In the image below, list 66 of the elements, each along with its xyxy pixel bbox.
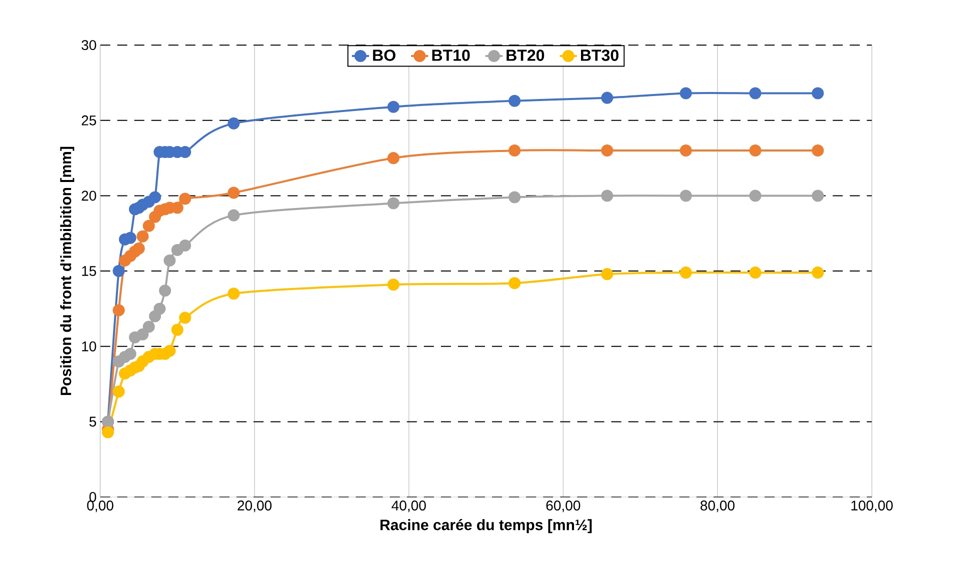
point bbox=[601, 92, 614, 104]
point bbox=[387, 100, 400, 113]
point bbox=[142, 220, 155, 232]
point bbox=[179, 312, 192, 324]
point bbox=[680, 87, 692, 100]
x-axis-title: Racine carée du temps [mn½] bbox=[380, 518, 592, 534]
y-tick-label: 0 bbox=[89, 492, 96, 502]
point bbox=[812, 190, 824, 202]
x-tick-label: 60,00 bbox=[546, 500, 580, 512]
x-tick-label: 100,00 bbox=[851, 500, 893, 512]
point bbox=[387, 197, 400, 210]
point bbox=[749, 144, 762, 156]
point bbox=[112, 304, 125, 316]
point bbox=[812, 87, 824, 100]
point bbox=[159, 284, 172, 297]
point bbox=[136, 230, 149, 242]
legend-label: BT30 bbox=[580, 50, 618, 61]
point bbox=[812, 144, 824, 156]
point bbox=[680, 266, 692, 278]
y-tick-label: 10 bbox=[82, 341, 96, 352]
y-tick-label: 20 bbox=[82, 190, 96, 201]
point bbox=[112, 385, 125, 398]
point bbox=[228, 209, 240, 222]
legend-label: BT10 bbox=[432, 50, 470, 61]
point bbox=[124, 348, 136, 360]
point bbox=[154, 302, 166, 315]
point bbox=[387, 278, 400, 291]
y-tick-label: 15 bbox=[82, 266, 96, 276]
point bbox=[749, 87, 762, 100]
point bbox=[228, 117, 240, 130]
point bbox=[171, 324, 184, 336]
point bbox=[508, 191, 521, 204]
point bbox=[749, 190, 762, 202]
point bbox=[680, 144, 692, 156]
point bbox=[164, 344, 176, 357]
point bbox=[136, 328, 149, 340]
point bbox=[179, 192, 192, 205]
x-tick-label: 0,00 bbox=[87, 500, 114, 512]
point bbox=[148, 191, 162, 204]
point bbox=[142, 320, 155, 333]
point bbox=[102, 426, 114, 438]
point bbox=[812, 266, 824, 278]
point bbox=[508, 94, 521, 107]
point bbox=[387, 152, 400, 164]
y-axis-title: Position du front d'imbibition [mm] bbox=[60, 146, 74, 395]
x-tick-label: 40,00 bbox=[392, 500, 426, 512]
point bbox=[601, 144, 614, 156]
y-tick-label: 30 bbox=[82, 40, 96, 50]
x-tick-label: 80,00 bbox=[700, 500, 735, 512]
y-tick-label: 5 bbox=[89, 416, 96, 427]
point bbox=[132, 242, 145, 254]
legend-label: BT20 bbox=[506, 50, 544, 61]
x-tick-label: 20,00 bbox=[238, 500, 272, 512]
point bbox=[601, 268, 614, 280]
point bbox=[508, 144, 521, 156]
y-tick-label: 25 bbox=[82, 115, 96, 126]
point bbox=[228, 288, 240, 300]
point bbox=[601, 190, 614, 202]
point bbox=[749, 266, 762, 278]
point bbox=[508, 277, 521, 290]
point bbox=[164, 254, 176, 266]
legend-label: BO bbox=[373, 50, 396, 61]
point bbox=[680, 190, 692, 202]
point bbox=[112, 264, 125, 277]
point bbox=[228, 186, 240, 199]
point bbox=[179, 239, 192, 252]
